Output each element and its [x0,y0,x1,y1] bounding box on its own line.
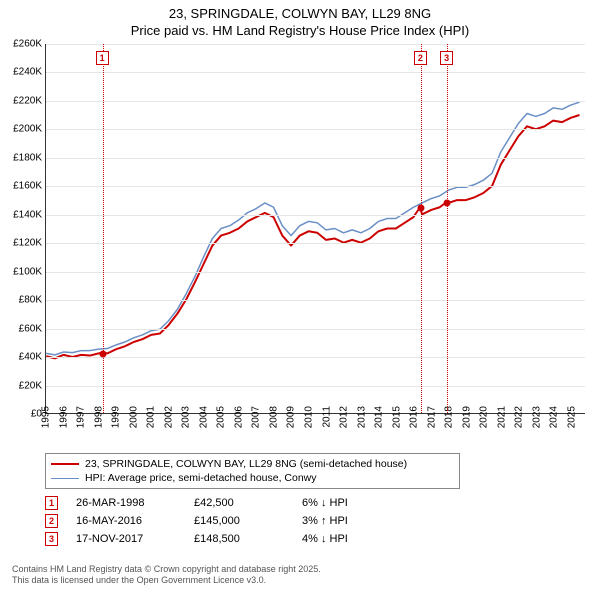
y-axis-label: £20K [2,380,42,391]
title-line-2: Price paid vs. HM Land Registry's House … [131,23,469,38]
chart-container: 23, SPRINGDALE, COLWYN BAY, LL29 8NG Pri… [0,0,600,590]
event-date: 16-MAY-2016 [76,515,176,527]
y-axis-label: £240K [2,67,42,78]
x-axis-label: 2023 [531,406,542,428]
footer-attribution: Contains HM Land Registry data © Crown c… [12,564,321,587]
legend-label: HPI: Average price, semi-detached house,… [85,472,317,484]
gridline-h [46,272,585,273]
x-axis-label: 2024 [549,406,560,428]
x-axis-label: 2019 [461,406,472,428]
legend: 23, SPRINGDALE, COLWYN BAY, LL29 8NG (se… [45,453,460,489]
gridline-h [46,357,585,358]
legend-row: HPI: Average price, semi-detached house,… [51,471,454,485]
y-axis-label: £200K [2,124,42,135]
gridline-h [46,72,585,73]
x-axis-label: 2007 [251,406,262,428]
x-axis-label: 2013 [356,406,367,428]
y-axis-label: £0 [2,409,42,420]
event-table: 1 26-MAR-1998 £42,500 6% ↓ HPI 2 16-MAY-2016 £… [45,494,565,548]
legend-label: 23, SPRINGDALE, COLWYN BAY, LL29 8NG (se… [85,458,407,470]
y-axis-label: £120K [2,238,42,249]
event-row: 1 26-MAR-1998 £42,500 6% ↓ HPI [45,494,565,512]
plot-area: £0£20K£40K£60K£80K£100K£120K£140K£160K£1… [45,44,585,414]
x-axis-label: 2022 [514,406,525,428]
event-vline [447,44,448,413]
footer-line-1: Contains HM Land Registry data © Crown c… [12,564,321,574]
y-axis-label: £80K [2,295,42,306]
event-marker-box: 2 [414,51,427,65]
y-axis-label: £40K [2,352,42,363]
x-axis-label: 1999 [111,406,122,428]
x-axis-label: 1995 [41,406,52,428]
x-axis-label: 2001 [146,406,157,428]
x-axis-label: 2002 [163,406,174,428]
event-row: 3 17-NOV-2017 £148,500 4% ↓ HPI [45,530,565,548]
y-axis-label: £60K [2,323,42,334]
event-marker-box: 3 [440,51,453,65]
event-price: £42,500 [194,497,284,509]
event-dot [99,350,106,357]
event-date: 17-NOV-2017 [76,533,176,545]
x-axis-label: 2000 [128,406,139,428]
event-marker-box: 1 [96,51,109,65]
series-line [46,115,579,358]
event-change: 6% ↓ HPI [302,497,348,509]
event-dot [417,204,424,211]
gridline-h [46,215,585,216]
x-axis-label: 2025 [566,406,577,428]
x-axis-label: 2008 [268,406,279,428]
x-axis-label: 2005 [216,406,227,428]
gridline-h [46,386,585,387]
y-axis-label: £260K [2,39,42,50]
x-axis-label: 2014 [374,406,385,428]
gridline-h [46,243,585,244]
gridline-h [46,129,585,130]
chart-title: 23, SPRINGDALE, COLWYN BAY, LL29 8NG Pri… [0,0,600,40]
y-axis-label: £100K [2,266,42,277]
x-axis-label: 2020 [479,406,490,428]
x-axis-label: 2010 [303,406,314,428]
event-num-box: 3 [45,532,58,546]
event-change: 3% ↑ HPI [302,515,348,527]
event-price: £145,000 [194,515,284,527]
x-axis-label: 2021 [496,406,507,428]
gridline-h [46,44,585,45]
event-dot [444,199,451,206]
series-line [46,102,579,355]
x-axis-label: 2003 [181,406,192,428]
title-line-1: 23, SPRINGDALE, COLWYN BAY, LL29 8NG [169,6,431,21]
gridline-h [46,158,585,159]
x-axis-label: 1996 [58,406,69,428]
event-date: 26-MAR-1998 [76,497,176,509]
gridline-h [46,101,585,102]
x-axis-label: 2015 [391,406,402,428]
y-axis-label: £220K [2,95,42,106]
x-axis-label: 2012 [339,406,350,428]
event-num-box: 1 [45,496,58,510]
y-axis-label: £160K [2,181,42,192]
legend-swatch [51,463,79,465]
footer-line-2: This data is licensed under the Open Gov… [12,575,266,585]
event-price: £148,500 [194,533,284,545]
legend-row: 23, SPRINGDALE, COLWYN BAY, LL29 8NG (se… [51,457,454,471]
gridline-h [46,186,585,187]
x-axis-label: 2017 [426,406,437,428]
y-axis-label: £140K [2,209,42,220]
event-row: 2 16-MAY-2016 £145,000 3% ↑ HPI [45,512,565,530]
event-num-box: 2 [45,514,58,528]
gridline-h [46,329,585,330]
event-vline [103,44,104,413]
gridline-h [46,300,585,301]
event-vline [421,44,422,413]
x-axis-label: 2004 [198,406,209,428]
x-axis-label: 2006 [233,406,244,428]
event-change: 4% ↓ HPI [302,533,348,545]
x-axis-label: 2011 [321,406,332,428]
legend-swatch [51,478,79,479]
y-axis-label: £180K [2,152,42,163]
x-axis-label: 2009 [286,406,297,428]
x-axis-label: 1997 [76,406,87,428]
x-axis-label: 2016 [409,406,420,428]
x-axis-label: 2018 [444,406,455,428]
